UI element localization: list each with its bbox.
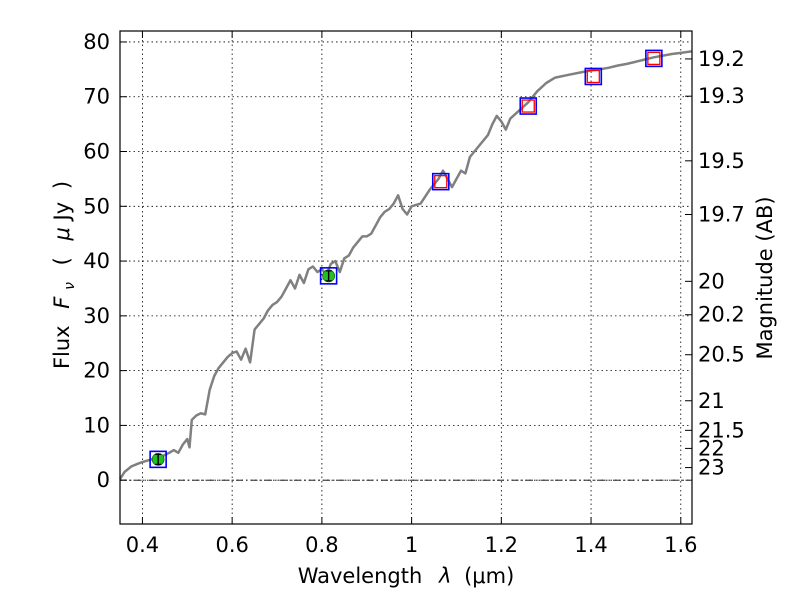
magnitude-tick-label: 21.5: [698, 418, 745, 442]
magnitude-tick-label: 20: [698, 269, 725, 293]
x-axis-title: Wavelength λ (μm): [298, 564, 515, 588]
photometry-model-point: [431, 172, 450, 191]
magnitude-tick-label: 19.5: [698, 149, 745, 173]
y-tick-label: 0: [97, 468, 110, 492]
x-tick-label: 0.8: [305, 533, 338, 557]
photometry-box: [319, 267, 338, 285]
y-tick-label: 10: [83, 413, 110, 437]
series-layer: [118, 50, 693, 480]
y-axis-title-unit: Jy: [50, 202, 74, 223]
magnitude-tick-label: 20.5: [698, 343, 745, 367]
y-tick-label: 80: [83, 30, 110, 54]
y-axis-title-unit-mu: μ: [50, 227, 74, 241]
magnitude-tick-label: 19.7: [698, 203, 745, 227]
x-tick-label: 1.2: [485, 533, 518, 557]
plot-frame: [119, 30, 693, 525]
y-axis-title-symbol: F: [50, 296, 74, 309]
y-tick-label: 40: [83, 249, 110, 273]
magnitude-tick-label: 23: [698, 456, 725, 480]
grid-layer: [120, 31, 692, 524]
y-axis-title-subscript: ν: [62, 282, 78, 290]
photometry-box: [519, 97, 538, 115]
y-axis-title-open-paren: (: [50, 257, 74, 265]
y-tick-label: 60: [83, 140, 110, 164]
photometry-model-point: [584, 67, 603, 86]
photometry-model-point: [519, 97, 538, 115]
photometry-box: [149, 450, 167, 469]
y-axis-title-prefix: Flux: [50, 325, 74, 369]
magnitude-tick-label: 22: [698, 436, 725, 460]
photometry-detection: [319, 267, 338, 285]
photometry-box: [584, 67, 603, 86]
y-tick-label: 20: [83, 359, 110, 383]
x-tick-label: 0.4: [126, 533, 159, 557]
photometry-detection: [149, 450, 167, 469]
x-tick-label: 1.6: [664, 533, 697, 557]
model-marker: [586, 69, 600, 84]
model-marker: [434, 174, 448, 189]
y-axis-title: Flux F ν ( μ Jy ): [50, 181, 79, 369]
photometry-model-point: [645, 49, 663, 68]
spectrum-line: [118, 50, 693, 480]
model-marker: [647, 51, 661, 66]
y-axis-title-close-paren: ): [50, 181, 74, 189]
y-tick-label: 70: [83, 85, 110, 109]
photometry-box: [645, 49, 663, 68]
photometry-layer: [149, 49, 663, 469]
photometry-box: [431, 172, 450, 191]
y-tick-label: 50: [83, 194, 110, 218]
magnitude-tick-label: 19.2: [698, 47, 745, 71]
x-tick-label: 0.6: [215, 533, 248, 557]
x-axis-title-prefix: Wavelength: [298, 564, 423, 588]
tick-layer: 0.4 0.6 0.8 1 1.2 1.4 1.6 0 10 20 30 40 50 60 70 80 19.2…: [83, 30, 745, 557]
magnitude-tick-label: 21: [698, 389, 725, 413]
y2-axis-title: Magnitude (AB): [753, 196, 777, 359]
y-tick-label: 30: [83, 304, 110, 328]
x-tick-label: 1: [405, 533, 418, 557]
x-tick-label: 1.4: [574, 533, 607, 557]
x-axis-title-symbol: λ: [438, 564, 451, 588]
magnitude-tick-label: 19.3: [698, 84, 745, 108]
magnitude-tick-label: 20.2: [698, 303, 745, 327]
model-marker: [521, 99, 535, 113]
x-axis-title-unit: (μm): [464, 564, 514, 588]
